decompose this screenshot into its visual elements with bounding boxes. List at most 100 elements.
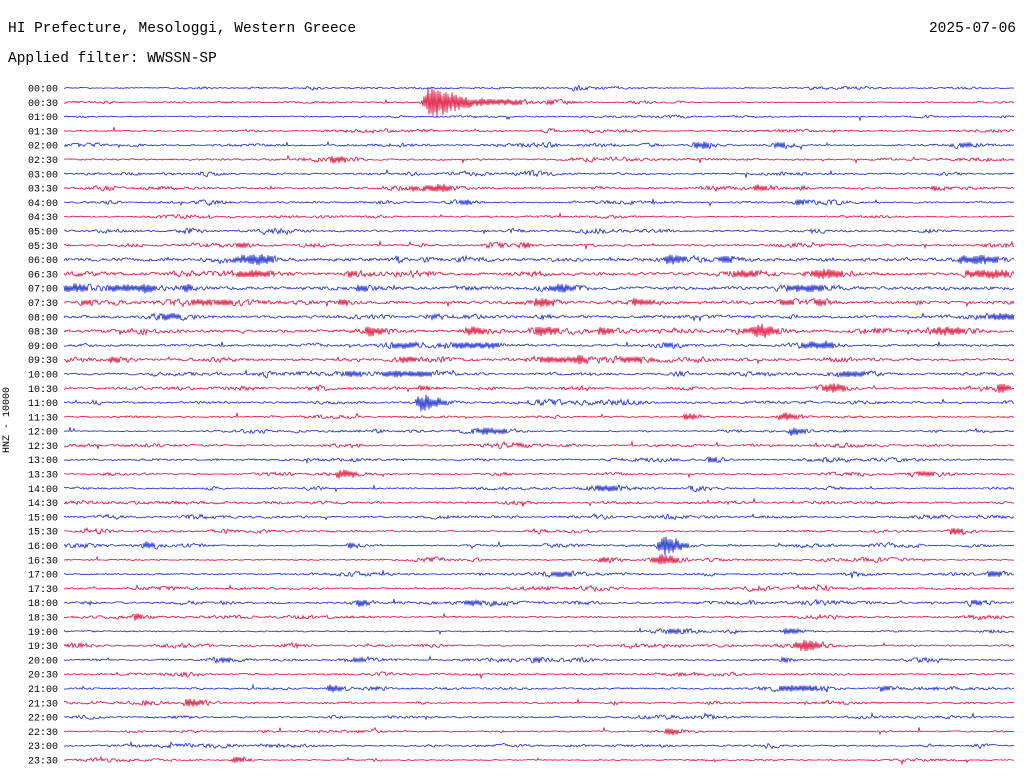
time-label: 06:30 bbox=[28, 270, 58, 281]
time-label: 11:00 bbox=[28, 399, 58, 410]
seismogram-trace bbox=[63, 527, 1015, 536]
time-label: 20:30 bbox=[28, 671, 58, 682]
time-label: 22:30 bbox=[28, 728, 58, 739]
time-label: 17:00 bbox=[28, 571, 58, 582]
seismogram-trace bbox=[63, 183, 1015, 193]
page-title: HI Prefecture, Mesologgi, Western Greece bbox=[8, 21, 357, 37]
time-label: 14:30 bbox=[28, 499, 58, 510]
time-label: 13:30 bbox=[28, 471, 58, 482]
seismogram-trace bbox=[63, 570, 1015, 579]
seismogram-trace bbox=[63, 440, 1015, 450]
seismogram-trace bbox=[63, 394, 1015, 412]
time-label: 04:30 bbox=[28, 213, 58, 224]
seismogram-trace bbox=[63, 483, 1015, 493]
time-label: 02:30 bbox=[28, 156, 58, 167]
time-label: 08:30 bbox=[28, 328, 58, 339]
time-label: 19:00 bbox=[28, 628, 58, 639]
trace-rows: 00:00 00:30 01:00 01:30 02:00 02:30 03:00 03:30… bbox=[28, 84, 1015, 768]
seismogram-trace bbox=[63, 268, 1015, 280]
time-label: 03:30 bbox=[28, 185, 58, 196]
seismogram-trace bbox=[63, 671, 1015, 680]
seismogram-trace bbox=[63, 126, 1015, 135]
time-label: 01:30 bbox=[28, 127, 58, 138]
time-label: 05:30 bbox=[28, 242, 58, 253]
seismogram-trace bbox=[63, 312, 1015, 323]
seismogram-trace bbox=[63, 211, 1015, 220]
seismogram-trace bbox=[63, 697, 1015, 708]
seismogram-trace bbox=[64, 497, 1015, 507]
time-label: 05:00 bbox=[28, 228, 58, 239]
seismogram-trace bbox=[63, 87, 1015, 118]
seismogram-trace bbox=[64, 711, 1015, 721]
seismogram-trace bbox=[63, 412, 1014, 421]
header-date: 2025-07-06 bbox=[928, 21, 1016, 37]
time-label: 12:00 bbox=[28, 428, 58, 439]
time-label: 23:00 bbox=[28, 742, 58, 753]
seismogram-trace bbox=[63, 254, 1015, 266]
seismogram-trace bbox=[63, 323, 1015, 338]
seismogram-trace bbox=[63, 84, 1015, 92]
seismogram-trace bbox=[63, 168, 1015, 180]
seismogram-trace bbox=[63, 726, 1015, 736]
seismogram-trace bbox=[63, 740, 1015, 750]
time-label: 13:00 bbox=[28, 456, 58, 467]
time-label: 20:00 bbox=[28, 656, 58, 667]
seismogram-trace bbox=[63, 554, 1015, 565]
time-label: 10:00 bbox=[28, 371, 58, 382]
time-label: 23:30 bbox=[28, 757, 58, 768]
time-label: 04:00 bbox=[28, 199, 58, 210]
seismogram-trace bbox=[63, 683, 1015, 693]
time-label: 11:30 bbox=[28, 413, 58, 424]
time-label: 18:30 bbox=[28, 614, 58, 625]
seismogram-trace bbox=[63, 368, 1015, 379]
time-label: 01:00 bbox=[28, 113, 58, 124]
time-label: 16:00 bbox=[28, 542, 58, 553]
seismogram-trace bbox=[63, 239, 1015, 250]
seismogram-trace bbox=[63, 639, 1015, 652]
time-label: 21:00 bbox=[28, 685, 58, 696]
seismogram-trace bbox=[63, 655, 1015, 665]
seismogram-trace bbox=[63, 612, 1015, 621]
seismogram-trace bbox=[63, 154, 1015, 164]
seismogram-trace bbox=[63, 427, 1015, 436]
time-label: 09:30 bbox=[28, 356, 58, 367]
seismogram-trace bbox=[63, 513, 1014, 521]
time-label: 07:30 bbox=[28, 299, 58, 310]
seismogram-trace bbox=[63, 456, 1015, 465]
seismogram-trace bbox=[63, 283, 1015, 294]
time-label: 09:00 bbox=[28, 342, 58, 353]
time-label: 00:30 bbox=[28, 99, 58, 110]
seismogram-trace bbox=[63, 340, 1015, 350]
seismogram-trace bbox=[63, 469, 1015, 479]
time-label: 17:30 bbox=[28, 585, 58, 596]
seismogram-trace bbox=[63, 114, 1015, 122]
time-label: 12:30 bbox=[28, 442, 58, 453]
seismogram-trace bbox=[63, 383, 1015, 394]
time-label: 22:00 bbox=[28, 714, 58, 725]
station-scale-label: HNZ - 10000 bbox=[2, 387, 13, 453]
time-label: 06:00 bbox=[28, 256, 58, 267]
seismogram-trace bbox=[63, 297, 1015, 308]
seismogram-trace bbox=[63, 583, 1015, 593]
time-label: 21:30 bbox=[28, 699, 58, 710]
seismogram-trace bbox=[63, 198, 1014, 207]
time-label: 08:00 bbox=[28, 313, 58, 324]
time-label: 15:00 bbox=[28, 513, 58, 524]
time-label: 19:30 bbox=[28, 642, 58, 653]
filter-label: Applied filter: WWSSN-SP bbox=[8, 51, 217, 67]
seismogram-trace bbox=[63, 140, 1015, 151]
time-label: 00:00 bbox=[28, 85, 58, 96]
seismogram-trace bbox=[63, 536, 1015, 556]
time-label: 15:30 bbox=[28, 528, 58, 539]
seismogram-trace bbox=[63, 755, 1015, 766]
time-label: 03:00 bbox=[28, 170, 58, 181]
time-label: 16:30 bbox=[28, 556, 58, 567]
time-label: 10:30 bbox=[28, 385, 58, 396]
time-label: 02:00 bbox=[28, 142, 58, 153]
seismogram-trace bbox=[63, 626, 1015, 636]
time-label: 14:00 bbox=[28, 485, 58, 496]
seismogram-trace bbox=[63, 598, 1015, 608]
seismogram-trace bbox=[64, 354, 1015, 365]
